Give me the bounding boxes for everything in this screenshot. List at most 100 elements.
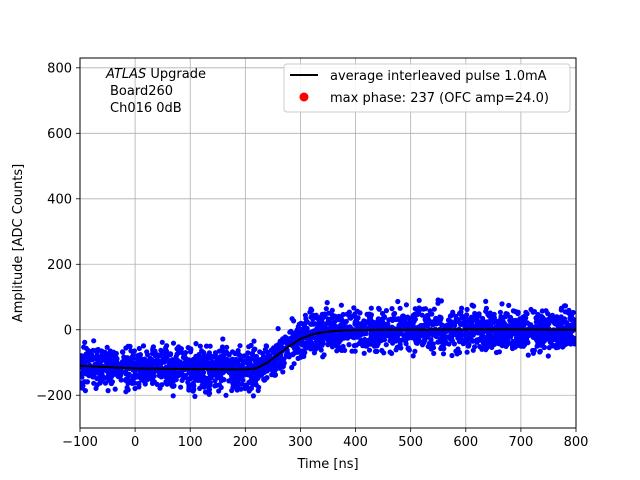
scatter-point bbox=[115, 369, 121, 375]
scatter-point bbox=[150, 360, 156, 366]
scatter-point bbox=[242, 358, 248, 364]
scatter-point bbox=[251, 381, 257, 387]
scatter-point bbox=[326, 310, 332, 316]
scatter-point bbox=[361, 329, 367, 335]
scatter-point bbox=[354, 334, 360, 340]
scatter-point bbox=[91, 366, 97, 372]
scatter-point bbox=[106, 370, 112, 376]
x-axis-title: Time [ns] bbox=[296, 457, 358, 472]
scatter-point bbox=[103, 359, 109, 365]
scatter-point bbox=[428, 337, 434, 343]
scatter-point bbox=[472, 344, 478, 350]
scatter-point bbox=[551, 336, 557, 342]
scatter-point bbox=[181, 352, 187, 358]
scatter-point bbox=[213, 355, 219, 361]
scatter-point bbox=[405, 346, 411, 352]
scatter-point bbox=[198, 358, 204, 364]
scatter-point bbox=[94, 382, 100, 388]
scatter-point bbox=[429, 311, 435, 317]
scatter-point bbox=[365, 319, 371, 325]
scatter-point bbox=[169, 374, 176, 380]
scatter-point bbox=[476, 336, 482, 343]
scatter-point bbox=[257, 349, 263, 355]
scatter-point bbox=[350, 313, 356, 319]
scatter-point bbox=[524, 320, 531, 326]
y-tick-label: 200 bbox=[47, 258, 72, 273]
scatter-point bbox=[490, 312, 496, 318]
scatter-point bbox=[446, 341, 452, 347]
scatter-point bbox=[398, 345, 404, 351]
scatter-point bbox=[150, 347, 156, 353]
scatter-point bbox=[239, 381, 245, 387]
scatter-point bbox=[311, 314, 317, 320]
scatter-point bbox=[455, 346, 461, 352]
legend-marker-swatch bbox=[299, 92, 309, 102]
scatter-point bbox=[410, 353, 416, 359]
scatter-point bbox=[455, 317, 461, 323]
scatter-point bbox=[94, 357, 101, 363]
scatter-point bbox=[91, 338, 97, 344]
scatter-point bbox=[97, 361, 103, 367]
scatter-point bbox=[531, 309, 538, 315]
scatter-point bbox=[479, 331, 485, 337]
scatter-point bbox=[284, 350, 291, 356]
y-tick-label: 0 bbox=[64, 323, 72, 338]
scatter-point bbox=[389, 306, 395, 312]
scatter-point bbox=[295, 355, 301, 361]
scatter-point bbox=[357, 310, 363, 316]
scatter-point bbox=[560, 343, 566, 349]
scatter-point bbox=[396, 317, 402, 323]
scatter-point bbox=[154, 381, 160, 387]
scatter-point bbox=[252, 346, 258, 352]
scatter-point bbox=[198, 369, 204, 375]
scatter-point bbox=[190, 370, 196, 376]
scatter-point bbox=[471, 303, 477, 309]
scatter-point bbox=[175, 350, 181, 356]
scatter-point bbox=[539, 338, 545, 344]
scatter-point bbox=[277, 364, 283, 370]
scatter-point bbox=[513, 335, 520, 341]
scatter-point bbox=[99, 373, 105, 379]
scatter-point bbox=[344, 331, 350, 337]
scatter-point bbox=[403, 302, 409, 308]
scatter-point bbox=[455, 332, 462, 338]
scatter-point bbox=[261, 376, 267, 382]
scatter-point bbox=[442, 334, 448, 340]
y-axis-ticks: −200 0 200 400 600 800 bbox=[36, 61, 80, 404]
scatter-point bbox=[216, 372, 222, 378]
scatter-point bbox=[506, 302, 512, 308]
scatter-point bbox=[491, 334, 497, 340]
scatter-point bbox=[508, 334, 514, 340]
scatter-point bbox=[99, 348, 105, 354]
scatter-point bbox=[545, 311, 551, 317]
scatter-point bbox=[132, 380, 138, 386]
scatter-point bbox=[162, 350, 168, 357]
legend-label-average: average interleaved pulse 1.0mA bbox=[330, 69, 547, 84]
scatter-point bbox=[503, 343, 509, 349]
scatter-point bbox=[158, 347, 164, 353]
annotation-line-3: Ch016 0dB bbox=[110, 101, 182, 116]
scatter-point bbox=[498, 331, 504, 337]
scatter-point bbox=[286, 338, 293, 344]
scatter-point bbox=[288, 328, 294, 334]
scatter-point bbox=[403, 323, 409, 329]
scatter-point bbox=[84, 371, 90, 377]
x-tick-label: 100 bbox=[178, 435, 203, 450]
scatter-point bbox=[191, 383, 197, 389]
scatter-point bbox=[560, 334, 567, 340]
x-tick-label: 200 bbox=[233, 435, 258, 450]
scatter-point bbox=[550, 314, 556, 320]
plot-frame bbox=[79, 57, 577, 429]
scatter-point bbox=[157, 385, 163, 391]
scatter-point bbox=[546, 345, 552, 351]
legend-box bbox=[283, 63, 571, 113]
scatter-point bbox=[332, 340, 338, 346]
scatter-point bbox=[202, 389, 209, 395]
scatter-point bbox=[303, 316, 309, 322]
scatter-point bbox=[255, 387, 261, 394]
scatter-point bbox=[290, 351, 296, 357]
scatter-point bbox=[229, 359, 235, 365]
x-tick-label: 500 bbox=[398, 435, 423, 450]
scatter-point bbox=[340, 335, 346, 341]
